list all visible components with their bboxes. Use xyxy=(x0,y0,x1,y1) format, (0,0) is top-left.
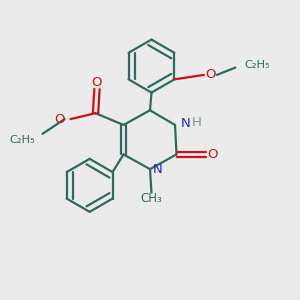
Text: O: O xyxy=(92,76,102,89)
Text: H: H xyxy=(192,116,202,129)
Text: O: O xyxy=(54,113,64,126)
Text: N: N xyxy=(180,117,190,130)
Text: O: O xyxy=(205,68,216,81)
Text: C₂H₅: C₂H₅ xyxy=(244,60,270,70)
Text: N: N xyxy=(153,163,163,176)
Text: O: O xyxy=(207,148,218,161)
Text: C₂H₅: C₂H₅ xyxy=(10,135,35,145)
Text: CH₃: CH₃ xyxy=(141,192,162,205)
